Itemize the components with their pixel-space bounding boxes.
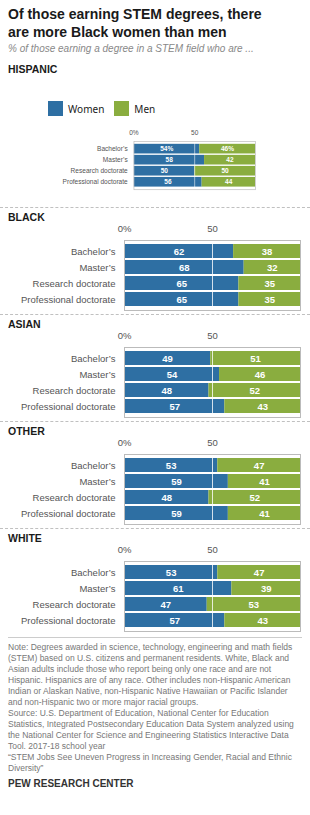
- svg-text:50: 50: [191, 130, 199, 136]
- svg-text:49: 49: [162, 352, 173, 363]
- svg-text:Professional doctorate: Professional doctorate: [21, 614, 116, 625]
- svg-text:65: 65: [176, 277, 187, 288]
- svg-text:53: 53: [166, 459, 177, 470]
- svg-text:50: 50: [207, 331, 218, 341]
- svg-text:48: 48: [161, 384, 172, 395]
- svg-text:Bachelor’s: Bachelor’s: [71, 245, 116, 256]
- svg-text:54: 54: [167, 368, 178, 379]
- svg-text:47: 47: [161, 598, 172, 609]
- svg-text:53: 53: [249, 598, 260, 609]
- svg-text:39: 39: [261, 582, 272, 593]
- svg-text:58: 58: [166, 156, 174, 163]
- svg-text:50: 50: [207, 224, 218, 234]
- svg-text:59: 59: [171, 475, 182, 486]
- svg-text:35: 35: [264, 277, 275, 288]
- html-text:ASIAN: ASIAN: [8, 317, 41, 330]
- svg-text:35: 35: [264, 293, 275, 304]
- svg-text:41: 41: [259, 475, 270, 486]
- svg-text:43: 43: [257, 400, 268, 411]
- svg-text:50: 50: [221, 167, 229, 174]
- svg-text:57: 57: [169, 400, 180, 411]
- svg-text:Master’s: Master’s: [79, 475, 115, 486]
- svg-text:0%: 0%: [118, 545, 132, 555]
- svg-text:59: 59: [171, 507, 182, 518]
- svg-text:Research doctorate: Research doctorate: [33, 384, 116, 395]
- svg-text:41: 41: [259, 507, 270, 518]
- html-text:PEW RESEARCH CENTER: PEW RESEARCH CENTER: [8, 778, 134, 790]
- svg-text:Master’s: Master’s: [79, 368, 115, 379]
- svg-text:Research doctorate: Research doctorate: [33, 277, 116, 288]
- svg-text:Bachelor’s: Bachelor’s: [71, 566, 116, 577]
- html-text:WHITE: WHITE: [8, 531, 42, 544]
- html-text:OTHER: OTHER: [8, 424, 45, 437]
- svg-text:Bachelor’s: Bachelor’s: [71, 459, 116, 470]
- svg-text:0%: 0%: [118, 331, 132, 341]
- svg-text:57: 57: [169, 614, 180, 625]
- svg-text:Research doctorate: Research doctorate: [71, 167, 128, 174]
- svg-text:Research doctorate: Research doctorate: [33, 598, 116, 609]
- svg-text:52: 52: [249, 384, 260, 395]
- svg-text:68: 68: [179, 261, 190, 272]
- svg-text:53: 53: [166, 566, 177, 577]
- svg-text:47: 47: [254, 566, 265, 577]
- svg-text:51: 51: [250, 352, 261, 363]
- svg-text:Professional doctorate: Professional doctorate: [21, 400, 116, 411]
- svg-text:Professional doctorate: Professional doctorate: [21, 293, 116, 304]
- svg-text:Research doctorate: Research doctorate: [33, 491, 116, 502]
- svg-text:50: 50: [207, 438, 218, 448]
- svg-text:56: 56: [164, 178, 172, 185]
- svg-text:48: 48: [161, 491, 172, 502]
- svg-text:0%: 0%: [118, 438, 132, 448]
- svg-text:52: 52: [249, 491, 260, 502]
- html-text:Men: Men: [134, 101, 156, 116]
- svg-text:42: 42: [226, 156, 234, 163]
- svg-text:32: 32: [267, 261, 278, 272]
- svg-text:54%: 54%: [160, 145, 173, 152]
- svg-text:Master’s: Master’s: [79, 582, 115, 593]
- svg-text:44: 44: [225, 178, 233, 185]
- svg-text:Bachelor’s: Bachelor’s: [71, 352, 116, 363]
- svg-text:46%: 46%: [221, 145, 234, 152]
- html-text:HISPANIC: HISPANIC: [8, 63, 58, 75]
- html-text:Of those earning STEM degrees,: Of those earning STEM degrees, there are…: [8, 6, 262, 40]
- svg-text:Master’s: Master’s: [103, 156, 129, 163]
- svg-text:38: 38: [262, 245, 273, 256]
- svg-text:62: 62: [174, 245, 185, 256]
- svg-text:65: 65: [176, 293, 187, 304]
- svg-text:Professional doctorate: Professional doctorate: [63, 178, 129, 185]
- svg-text:47: 47: [254, 459, 265, 470]
- html-text:Women: Women: [68, 101, 105, 116]
- html-text:BLACK: BLACK: [8, 210, 45, 223]
- svg-text:Master’s: Master’s: [79, 261, 115, 272]
- svg-text:61: 61: [173, 582, 184, 593]
- html-text:% of those earning a degree in: % of those earning a degree in a STEM fi…: [8, 43, 254, 54]
- svg-text:50: 50: [161, 167, 169, 174]
- svg-text:43: 43: [257, 614, 268, 625]
- html-text:Note: Degrees awarded in scien: Note: Degrees awarded in science, techno…: [8, 641, 294, 774]
- svg-text:46: 46: [255, 368, 266, 379]
- svg-text:Professional doctorate: Professional doctorate: [21, 507, 116, 518]
- svg-text:0%: 0%: [129, 130, 139, 136]
- svg-text:0%: 0%: [118, 224, 132, 234]
- svg-text:Bachelor’s: Bachelor’s: [97, 145, 128, 152]
- svg-text:50: 50: [207, 545, 218, 555]
